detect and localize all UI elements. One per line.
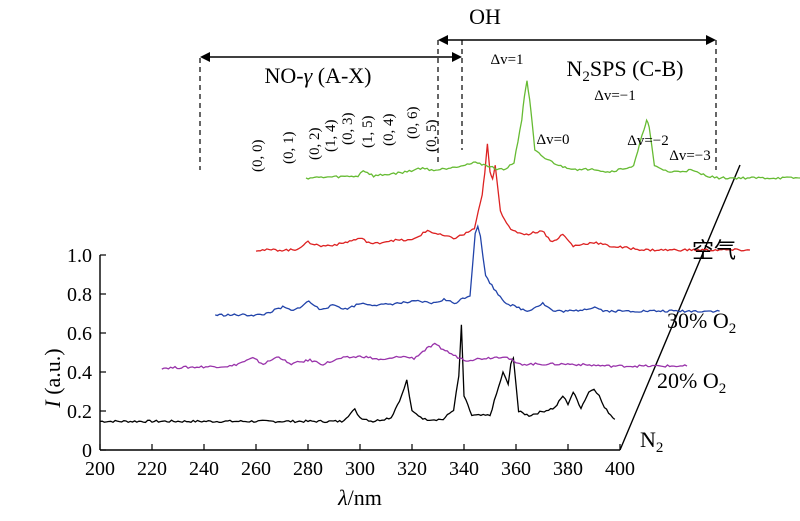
vib-band-label: (0, 3)	[340, 113, 356, 146]
y-tick-label: 1.0	[67, 245, 92, 267]
y-axis-title: I (a.u.)	[40, 348, 65, 408]
series-label: N2	[640, 427, 663, 456]
y-tick-label: 0	[82, 440, 92, 462]
annotations: OH NO-γ (A-X) N2SPS (C-B) (0, 0) (0, 1) (0, 2…	[199, 4, 717, 173]
delta-v-label: Δv=1	[490, 52, 523, 68]
x-tick-label: 380	[553, 458, 583, 480]
x-tick-label: 340	[449, 458, 479, 480]
x-tick-label: 220	[137, 458, 167, 480]
sps-band-label: N2SPS (C-B)	[567, 56, 684, 85]
no-band-label: NO-γ (A-X)	[264, 63, 371, 88]
y-tick-label: 0.4	[67, 362, 92, 384]
series-label: 30% O2	[667, 308, 736, 337]
series-label: 空气	[692, 238, 736, 263]
y-ticks: 0 0.2 0.4 0.6 0.8 1.0	[67, 245, 106, 462]
series-line	[215, 224, 720, 317]
arrow-head	[200, 52, 210, 62]
x-ticks: 200 220 240 260 280 300 320 340 360 380 400	[85, 444, 635, 480]
x-tick-label: 240	[189, 458, 219, 480]
series-label: 20% O2	[657, 368, 726, 397]
delta-v-label: Δv=−1	[594, 88, 636, 104]
series-line	[161, 342, 688, 370]
arrow-head	[452, 52, 462, 62]
y-tick-label: 0.2	[67, 401, 92, 423]
vib-band-label: (0, 6)	[405, 107, 421, 140]
series-labels: N2 20% O2 30% O2 空气	[640, 238, 736, 456]
vib-band-label: (1, 5)	[360, 116, 376, 149]
vib-band-label: (0, 2)	[307, 128, 323, 161]
series-line	[305, 80, 800, 180]
x-tick-label: 200	[85, 458, 115, 480]
vib-band-label: (1, 4)	[323, 120, 339, 153]
vib-band-label: (0, 1)	[281, 132, 297, 165]
series-line	[255, 143, 751, 252]
y-tick-label: 0.8	[67, 284, 92, 306]
depth-axis-right	[619, 164, 741, 451]
vib-band-label: (0, 4)	[381, 114, 397, 147]
x-tick-label: 300	[345, 458, 375, 480]
series-line	[99, 324, 616, 424]
x-tick-label: 360	[501, 458, 531, 480]
arrow-head	[438, 35, 448, 45]
arrow-head	[706, 35, 716, 45]
vib-band-label: (0, 5)	[424, 120, 440, 153]
x-axis-title: λ/nm	[337, 485, 382, 510]
vib-band-label: (0, 0)	[250, 140, 266, 173]
series-group	[99, 80, 800, 424]
delta-v-label: Δv=−3	[669, 148, 711, 164]
delta-v-label: Δv=0	[536, 132, 569, 148]
delta-v-label: Δv=−2	[627, 133, 669, 149]
x-tick-label: 280	[293, 458, 323, 480]
x-tick-label: 260	[241, 458, 271, 480]
x-tick-label: 320	[397, 458, 427, 480]
y-tick-label: 0.6	[67, 323, 92, 345]
x-tick-label: 400	[605, 458, 635, 480]
oh-label: OH	[469, 4, 501, 29]
